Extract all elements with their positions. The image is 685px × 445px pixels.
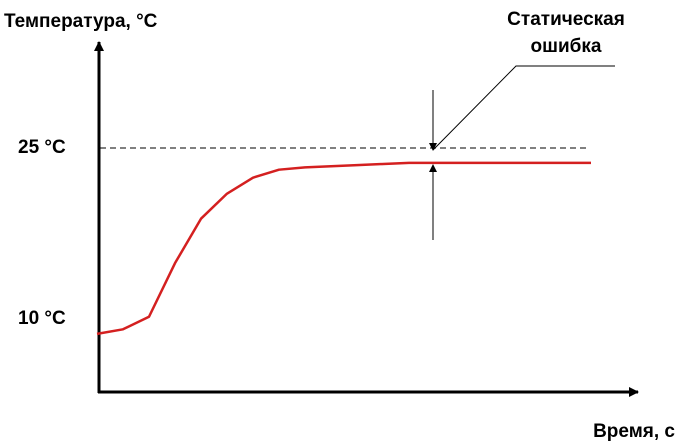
leader-line [432,65,615,151]
line-series [96,161,591,336]
y-tick-label: 25 °C [18,137,66,158]
y-axis-label: Температура, °C [4,11,158,32]
annotation: Статическая [507,9,625,30]
x-axis-label: Время, с [593,421,675,442]
annotation: ошибка [531,36,602,57]
y-tick-label: 10 °C [18,308,66,329]
